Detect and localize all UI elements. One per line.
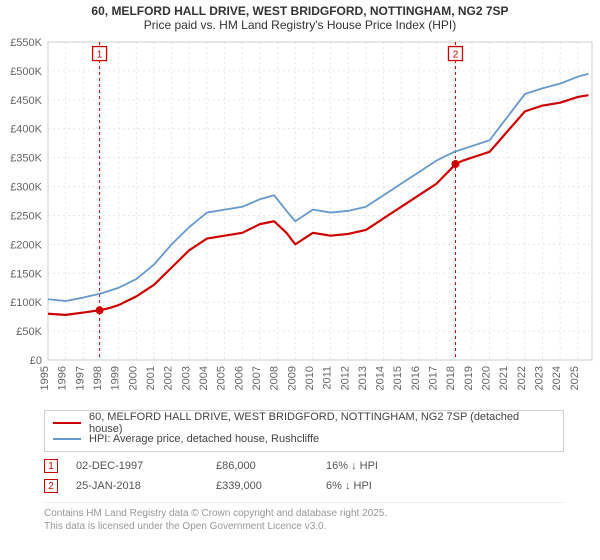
svg-text:2000: 2000 <box>127 366 139 390</box>
svg-text:2024: 2024 <box>551 366 563 390</box>
svg-text:2022: 2022 <box>516 366 528 390</box>
svg-text:£250K: £250K <box>10 210 42 222</box>
svg-text:2006: 2006 <box>233 366 245 390</box>
footer-line2: This data is licensed under the Open Gov… <box>44 520 564 533</box>
svg-text:2002: 2002 <box>163 366 175 390</box>
svg-text:2019: 2019 <box>463 366 475 390</box>
svg-text:1995: 1995 <box>39 366 51 390</box>
svg-text:2009: 2009 <box>286 366 298 390</box>
svg-text:2015: 2015 <box>392 366 404 390</box>
svg-text:2016: 2016 <box>410 366 422 390</box>
svg-text:£150K: £150K <box>10 268 42 280</box>
marker-badge: 1 <box>44 459 58 473</box>
marker-price: £339,000 <box>216 480 326 492</box>
marker-delta: 16% ↓ HPI <box>326 460 456 472</box>
title-line2: Price paid vs. HM Land Registry's House … <box>8 18 592 32</box>
svg-text:2005: 2005 <box>216 366 228 390</box>
svg-text:2007: 2007 <box>251 366 263 390</box>
title-line1: 60, MELFORD HALL DRIVE, WEST BRIDGFORD, … <box>8 4 592 18</box>
svg-text:1: 1 <box>97 50 103 61</box>
svg-text:1997: 1997 <box>74 366 86 390</box>
svg-text:£200K: £200K <box>10 239 42 251</box>
marker-date: 25-JAN-2018 <box>76 480 216 492</box>
legend-item: 60, MELFORD HALL DRIVE, WEST BRIDGFORD, … <box>53 415 555 431</box>
svg-text:2020: 2020 <box>481 366 493 390</box>
svg-text:£300K: £300K <box>10 182 42 194</box>
legend-swatch <box>53 422 81 424</box>
svg-text:1999: 1999 <box>110 366 122 390</box>
line-chart: £0 £50K £100K £150K £200K £250K £300K £350K £400… <box>0 34 600 402</box>
svg-text:2014: 2014 <box>375 366 387 390</box>
svg-text:£550K: £550K <box>10 37 42 49</box>
svg-text:£100K: £100K <box>10 297 42 309</box>
sale-markers-table: 1 02-DEC-1997 £86,000 16% ↓ HPI 2 25-JAN… <box>44 456 564 496</box>
svg-text:1998: 1998 <box>92 366 104 390</box>
svg-text:£500K: £500K <box>10 66 42 78</box>
svg-text:2013: 2013 <box>357 366 369 390</box>
svg-text:2003: 2003 <box>180 366 192 390</box>
legend: 60, MELFORD HALL DRIVE, WEST BRIDGFORD, … <box>44 410 564 452</box>
svg-text:2023: 2023 <box>534 366 546 390</box>
svg-text:£0: £0 <box>30 355 42 367</box>
svg-text:£350K: £350K <box>10 153 42 165</box>
marker-badge: 2 <box>44 479 58 493</box>
svg-text:2018: 2018 <box>445 366 457 390</box>
chart-title-block: 60, MELFORD HALL DRIVE, WEST BRIDGFORD, … <box>0 0 600 34</box>
legend-label: HPI: Average price, detached house, Rush… <box>89 433 319 445</box>
svg-text:2012: 2012 <box>339 366 351 390</box>
legend-swatch <box>53 438 81 440</box>
legend-label: 60, MELFORD HALL DRIVE, WEST BRIDGFORD, … <box>89 411 555 435</box>
svg-text:2010: 2010 <box>304 366 316 390</box>
marker-price: £86,000 <box>216 460 326 472</box>
marker-date: 02-DEC-1997 <box>76 460 216 472</box>
sale-marker-row: 1 02-DEC-1997 £86,000 16% ↓ HPI <box>44 456 564 476</box>
marker-delta: 6% ↓ HPI <box>326 480 456 492</box>
sale-marker-row: 2 25-JAN-2018 £339,000 6% ↓ HPI <box>44 476 564 496</box>
footer-attribution: Contains HM Land Registry data © Crown c… <box>44 502 564 533</box>
svg-text:£450K: £450K <box>10 95 42 107</box>
svg-text:2021: 2021 <box>498 366 510 390</box>
svg-text:£50K: £50K <box>16 326 42 338</box>
svg-text:2017: 2017 <box>428 366 440 390</box>
svg-text:£400K: £400K <box>10 124 42 136</box>
svg-text:2025: 2025 <box>569 366 581 390</box>
chart-container: £0 £50K £100K £150K £200K £250K £300K £350K £400… <box>0 34 600 402</box>
svg-text:1996: 1996 <box>57 366 69 390</box>
svg-text:2008: 2008 <box>269 366 281 390</box>
svg-text:2001: 2001 <box>145 366 157 390</box>
svg-text:2004: 2004 <box>198 366 210 390</box>
footer-line1: Contains HM Land Registry data © Crown c… <box>44 507 564 520</box>
svg-text:2: 2 <box>453 50 459 61</box>
svg-text:2011: 2011 <box>322 366 334 390</box>
